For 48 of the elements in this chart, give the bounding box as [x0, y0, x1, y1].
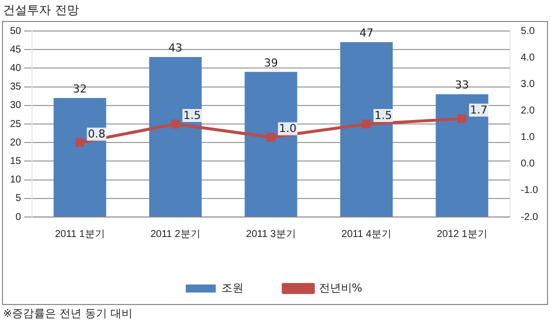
data-label: 43 [168, 41, 182, 54]
y-tick-label: 45 [10, 44, 22, 56]
x-tick-label: 2011 3분기 [246, 228, 296, 240]
point [266, 132, 276, 142]
y-tick-label: 35 [10, 82, 22, 93]
y2-tick-label: 3.0 [520, 78, 536, 90]
point [171, 120, 180, 128]
y2-tick-label: 0.0 [520, 158, 536, 170]
y-tick-label: 5 [16, 193, 22, 204]
y2-tick-label: 4.0 [520, 52, 536, 64]
y-tick-label: 10 [10, 174, 22, 186]
x-tick-label: 2012 1분기 [436, 228, 488, 240]
data-label: 32 [72, 82, 87, 96]
y-tick-label: 15 [10, 156, 22, 167]
point [362, 120, 371, 128]
bar [54, 98, 106, 216]
y2-tick-label: 5.0 [520, 26, 536, 37]
data-label: 1.5 [183, 108, 201, 122]
y-tick-label: 40 [10, 62, 22, 74]
data-label: 33 [455, 78, 470, 92]
data-label: 1.7 [470, 104, 488, 117]
y-tick-label: 50 [10, 26, 22, 37]
chart-title: 건설투자 전망 [3, 2, 79, 19]
bar [244, 72, 298, 216]
y2-tick-label: -2.0 [520, 212, 538, 223]
point [458, 114, 466, 124]
y2-tick-label: 2.0 [520, 105, 536, 116]
legend-label: 조원 [221, 281, 244, 294]
data-label: 1.5 [374, 108, 392, 122]
x-tick-label: 2011 1분기 [54, 228, 105, 240]
bar [340, 42, 393, 216]
y2-tick-label: 1.0 [520, 132, 536, 144]
data-label: 39 [264, 56, 278, 70]
data-label: 0.8 [88, 127, 106, 140]
data-label: 47 [359, 26, 374, 40]
legend-label: 전년비% [318, 281, 362, 294]
y-tick-label: 30 [10, 100, 22, 112]
x-tick-label: 2011 2분기 [150, 228, 200, 240]
bar [436, 94, 488, 216]
y2-tick-label: -1.0 [520, 185, 538, 196]
x-tick-label: 2011 4분기 [342, 228, 392, 240]
text: ※증감률은 전년 동기 대비 [3, 306, 133, 321]
data-label: 1.0 [278, 122, 296, 136]
y-tick-label: 0 [16, 212, 22, 223]
bar [149, 57, 202, 216]
y-tick-label: 20 [10, 137, 22, 148]
y-tick-label: 25 [10, 118, 22, 130]
point [76, 138, 84, 147]
